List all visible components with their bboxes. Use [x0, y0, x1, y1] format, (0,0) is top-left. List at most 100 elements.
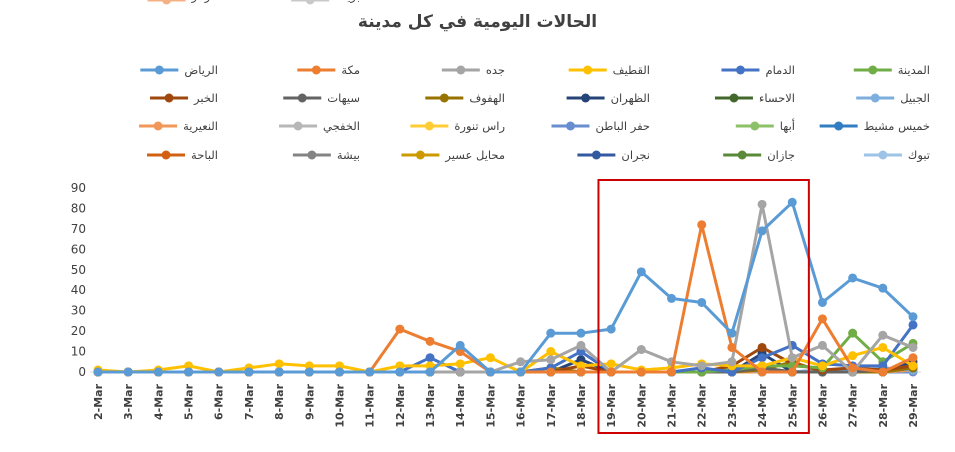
x-tick-label: 27-Mar	[847, 383, 860, 427]
data-point	[485, 367, 495, 377]
data-point	[667, 293, 677, 303]
series-path	[98, 200, 915, 374]
legend-swatch-marker	[735, 65, 745, 75]
highlight-layer	[597, 179, 810, 434]
legend-swatch-marker	[581, 93, 591, 103]
legend-swatch-marker	[591, 150, 601, 160]
data-point	[636, 267, 646, 277]
data-point	[757, 367, 767, 377]
legend-item: بيشة	[292, 148, 360, 162]
data-point	[787, 353, 797, 363]
x-tick-label: 10-Mar	[333, 383, 346, 427]
legend-item: محايل عسير	[401, 148, 505, 163]
y-tick-label: 50	[71, 263, 86, 277]
legend-swatch-marker	[154, 65, 164, 75]
legend-label: تبوك	[908, 148, 930, 163]
data-point	[304, 367, 314, 377]
legend-swatch-marker	[565, 121, 575, 131]
data-point	[455, 359, 465, 369]
x-tick-label: 5-Mar	[183, 383, 196, 420]
data-point	[697, 361, 707, 371]
x-tick-label: 19-Mar	[605, 383, 618, 427]
legend-swatch-marker	[307, 150, 317, 160]
legend-swatch-marker	[870, 93, 880, 103]
y-tick-label: 70	[71, 222, 86, 236]
data-point	[757, 342, 767, 352]
legend-label: جده	[486, 63, 505, 77]
legend-label: مكة	[341, 63, 360, 77]
legend: الرياض مكة جده القطيف الدمام المدينة الخبر سيها…	[139, 0, 930, 163]
x-tick-label: 22-Mar	[696, 383, 709, 427]
x-tick-label: 12-Mar	[394, 383, 407, 427]
legend-swatch-marker	[834, 121, 844, 131]
data-point	[274, 359, 284, 369]
legend-swatch-marker	[415, 150, 425, 160]
data-point	[365, 367, 375, 377]
data-point	[878, 367, 888, 377]
data-point	[817, 314, 827, 324]
x-tick-label: 20-Mar	[635, 383, 648, 427]
x-tick-label: 18-Mar	[575, 383, 588, 427]
series-line	[93, 197, 918, 377]
data-point	[153, 367, 163, 377]
x-tick-label: 21-Mar	[666, 383, 679, 427]
data-point	[757, 199, 767, 209]
x-tick-label: 29-Mar	[907, 383, 920, 427]
x-tick-label: 17-Mar	[545, 383, 558, 427]
legend-label: عرعر	[191, 0, 218, 4]
legend-label: الخبر	[193, 91, 218, 106]
y-tick-label: 20	[71, 324, 86, 338]
legend-label: خميس مشيط	[864, 119, 930, 134]
series-layer	[93, 197, 918, 377]
legend-label: راس تنورة	[454, 119, 505, 134]
data-point	[878, 283, 888, 293]
x-tick-label: 6-Mar	[213, 383, 226, 420]
legend-label: الخفجي	[323, 119, 360, 133]
data-point	[455, 340, 465, 350]
data-point	[214, 367, 224, 377]
legend-swatch-marker	[153, 121, 163, 131]
x-tick-label: 8-Mar	[273, 383, 286, 420]
legend-item: راس تنورة	[410, 119, 505, 134]
legend-swatch-marker	[424, 121, 434, 131]
x-tick-label: 23-Mar	[726, 383, 739, 427]
data-point	[908, 342, 918, 352]
data-point	[697, 220, 707, 230]
legend-label: الدمام	[765, 63, 795, 77]
data-point	[817, 361, 827, 371]
legend-swatch-marker	[161, 150, 171, 160]
series-line	[93, 199, 918, 377]
legend-item: الخبر	[150, 91, 218, 106]
x-tick-label: 16-Mar	[515, 383, 528, 427]
data-point	[908, 361, 918, 371]
data-point	[606, 324, 616, 334]
legend-item: مكة	[297, 63, 360, 77]
data-point	[606, 367, 616, 377]
legend-label: حفر الباطن	[595, 119, 650, 134]
data-point	[757, 226, 767, 236]
legend-item: المدينة	[853, 63, 930, 77]
chart-title: الحالات اليومية في كل مدينة	[357, 12, 598, 32]
data-point	[636, 345, 646, 355]
x-tick-label: 13-Mar	[424, 383, 437, 427]
legend-item: الظهران	[566, 91, 650, 106]
data-point	[848, 328, 858, 338]
data-point	[667, 367, 677, 377]
legend-item: نجران	[577, 148, 650, 163]
data-point	[697, 297, 707, 307]
legend-item: الدمام	[721, 63, 795, 77]
data-point	[576, 367, 586, 377]
data-point	[93, 367, 103, 377]
data-point	[425, 353, 435, 363]
data-point	[908, 312, 918, 322]
legend-item: الرياض	[140, 63, 218, 78]
legend-item: القطيف	[568, 63, 650, 77]
legend-item: بريدة	[291, 0, 360, 5]
data-point	[727, 328, 737, 338]
data-point	[395, 367, 405, 377]
data-point	[546, 328, 556, 338]
data-point	[576, 340, 586, 350]
data-point	[636, 367, 646, 377]
